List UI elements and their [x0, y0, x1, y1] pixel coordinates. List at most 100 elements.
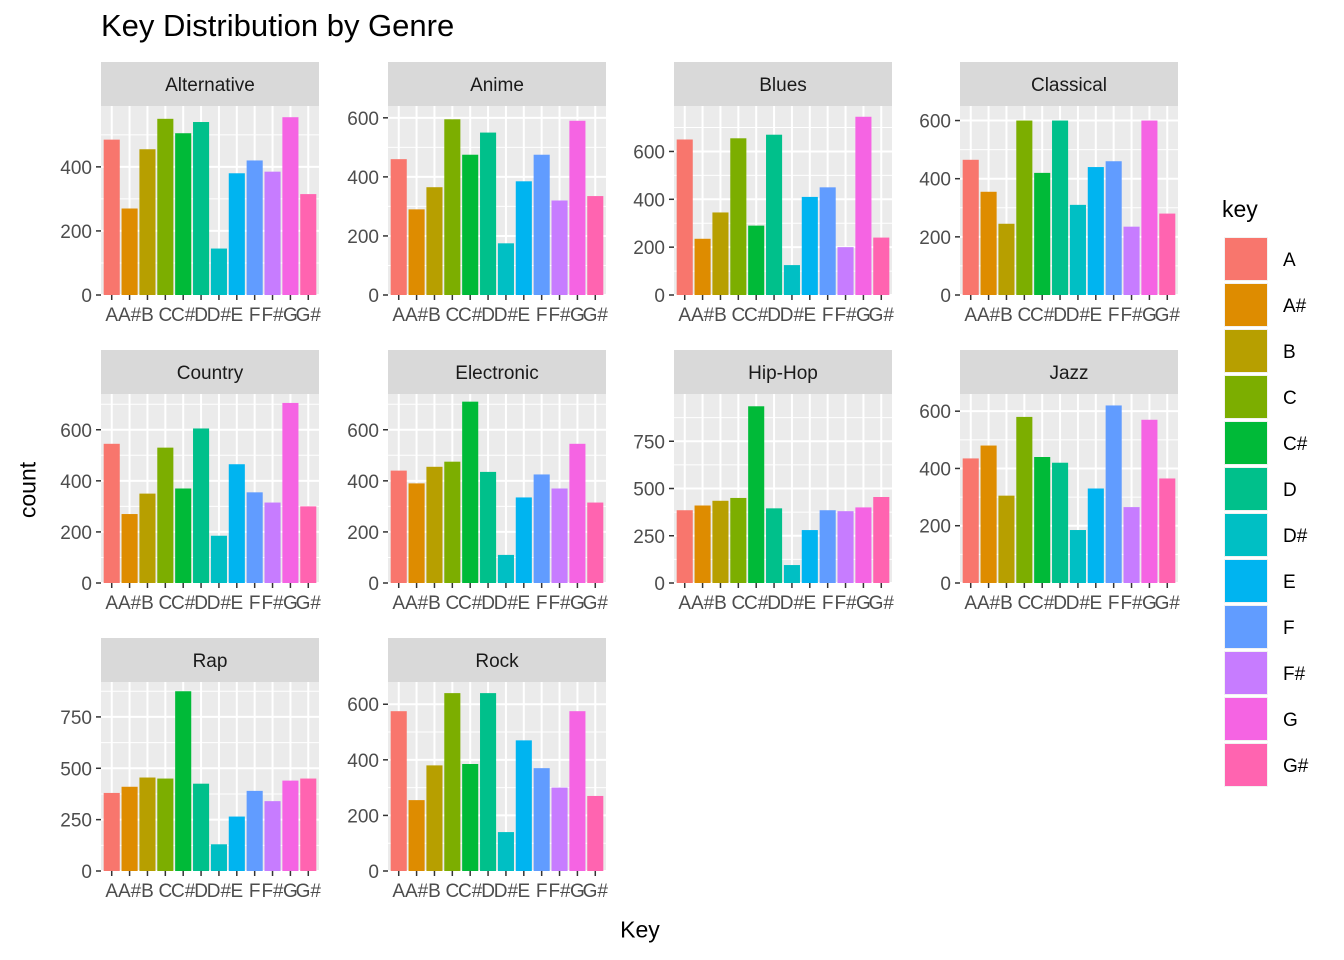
bar-hip-hop-f — [819, 510, 836, 583]
bar-country-g-sharp — [300, 506, 317, 583]
bar-classical-f — [1105, 161, 1122, 295]
x-tick-label: E — [803, 305, 816, 326]
bar-alternative-c-sharp — [175, 133, 192, 295]
facet-strip-label: Jazz — [1049, 363, 1088, 384]
x-tick-label: C — [1017, 305, 1031, 326]
legend-title: key — [1222, 196, 1258, 222]
facet-strip-label: Blues — [759, 75, 807, 96]
y-tick-label: 200 — [347, 227, 379, 248]
bar-classical-c — [1016, 120, 1033, 296]
bar-blues-e — [801, 196, 818, 295]
y-tick-label: 400 — [60, 472, 92, 493]
y-tick-label: 600 — [347, 109, 379, 130]
legend-label: F — [1283, 618, 1295, 639]
x-tick-label: F# — [834, 593, 857, 614]
x-tick-label: E — [230, 593, 243, 614]
x-tick-label: C# — [458, 305, 483, 326]
bar-rap-d — [193, 783, 210, 871]
facet-rock: Rock 0 200 400 600 A A# B CC#DD# E F F# GG# — [347, 638, 608, 902]
x-tick-label: D# — [494, 593, 519, 614]
x-tick-label: C# — [458, 593, 483, 614]
bar-jazz-f-sharp — [1123, 507, 1140, 583]
legend-label: C — [1283, 388, 1297, 409]
x-tick-label: E — [517, 305, 530, 326]
x-tick-label: D — [481, 305, 495, 326]
y-tick-label: 0 — [81, 574, 92, 595]
facet-strip — [674, 350, 892, 394]
bar-hip-hop-c — [730, 497, 747, 583]
x-tick-label: G# — [583, 881, 609, 902]
bar-jazz-d-sharp — [1069, 530, 1086, 583]
x-tick-label: D — [1053, 593, 1067, 614]
y-tick-label: 0 — [940, 286, 951, 307]
facet-hip-hop: Hip-Hop 0 250 500 750 A A# B CC#DD# E F F# GG# — [633, 350, 894, 614]
x-tick-label: F# — [548, 305, 571, 326]
bar-electronic-d-sharp — [497, 554, 514, 583]
y-tick-label: 200 — [347, 806, 379, 827]
x-tick-label: C — [158, 593, 172, 614]
x-tick-label: E — [803, 593, 816, 614]
legend-swatch — [1225, 560, 1267, 602]
bar-alternative-a-sharp — [121, 208, 138, 295]
bar-rock-c-sharp — [462, 763, 479, 871]
y-tick-label: 200 — [919, 517, 951, 538]
legend-label: D — [1283, 480, 1297, 501]
bar-rock-d — [480, 693, 497, 871]
legend-item-f: F — [1224, 605, 1295, 649]
bar-anime-a — [390, 159, 407, 295]
x-tick-label: B — [714, 305, 727, 326]
x-tick-label: G# — [583, 593, 609, 614]
legend-item-d: D — [1224, 467, 1297, 511]
y-tick-label: 0 — [368, 862, 379, 883]
x-tick-label: G — [856, 305, 871, 326]
bar-blues-c-sharp — [748, 225, 765, 295]
x-tick-label: A — [392, 305, 405, 326]
x-tick-label: A# — [118, 305, 142, 326]
legend-item-g-sharp: G# — [1224, 743, 1309, 787]
y-tick-label: 600 — [919, 112, 951, 133]
legend-swatch — [1225, 514, 1267, 556]
x-tick-label: A — [964, 593, 977, 614]
x-tick-label: G — [856, 593, 871, 614]
bar-blues-g-sharp — [873, 237, 890, 295]
bar-blues-d — [766, 134, 783, 295]
bar-alternative-e — [228, 173, 245, 295]
bar-rock-a — [390, 711, 407, 871]
x-tick-label: E — [1089, 305, 1102, 326]
x-tick-label: A# — [691, 593, 715, 614]
facet-strip-label: Anime — [470, 75, 524, 96]
x-tick-label: F# — [261, 593, 284, 614]
x-tick-label: F# — [1120, 305, 1143, 326]
x-tick-label: F — [249, 305, 261, 326]
legend-swatch — [1225, 744, 1267, 786]
x-tick-label: A# — [405, 305, 429, 326]
legend-swatch — [1225, 238, 1267, 280]
x-tick-label: C — [445, 881, 459, 902]
x-tick-label: A# — [118, 593, 142, 614]
x-tick-label: A# — [405, 593, 429, 614]
bar-hip-hop-g-sharp — [873, 497, 890, 583]
x-tick-label: F — [249, 881, 261, 902]
bar-hip-hop-g — [855, 507, 872, 583]
x-axis-label: Key — [620, 916, 660, 943]
x-tick-label: E — [230, 881, 243, 902]
bar-rock-a-sharp — [408, 800, 425, 871]
chart-title: Key Distribution by Genre — [101, 8, 455, 43]
y-tick-label: 0 — [940, 574, 951, 595]
x-tick-label: B — [714, 593, 727, 614]
legend-swatch — [1225, 468, 1267, 510]
bar-anime-a-sharp — [408, 209, 425, 295]
bar-electronic-g — [569, 443, 586, 583]
legend-item-d-sharp: D# — [1224, 513, 1308, 557]
legend-label: G# — [1283, 756, 1309, 777]
bar-hip-hop-d — [766, 508, 783, 583]
bar-anime-c — [444, 119, 461, 295]
y-tick-label: 400 — [919, 459, 951, 480]
x-tick-label: F# — [1120, 593, 1143, 614]
x-tick-label: D — [194, 593, 208, 614]
y-tick-label: 200 — [60, 222, 92, 243]
facet-strip — [674, 62, 892, 106]
x-tick-label: C — [731, 593, 745, 614]
bar-alternative-g-sharp — [300, 194, 317, 295]
facet-strip-label: Country — [177, 363, 244, 384]
